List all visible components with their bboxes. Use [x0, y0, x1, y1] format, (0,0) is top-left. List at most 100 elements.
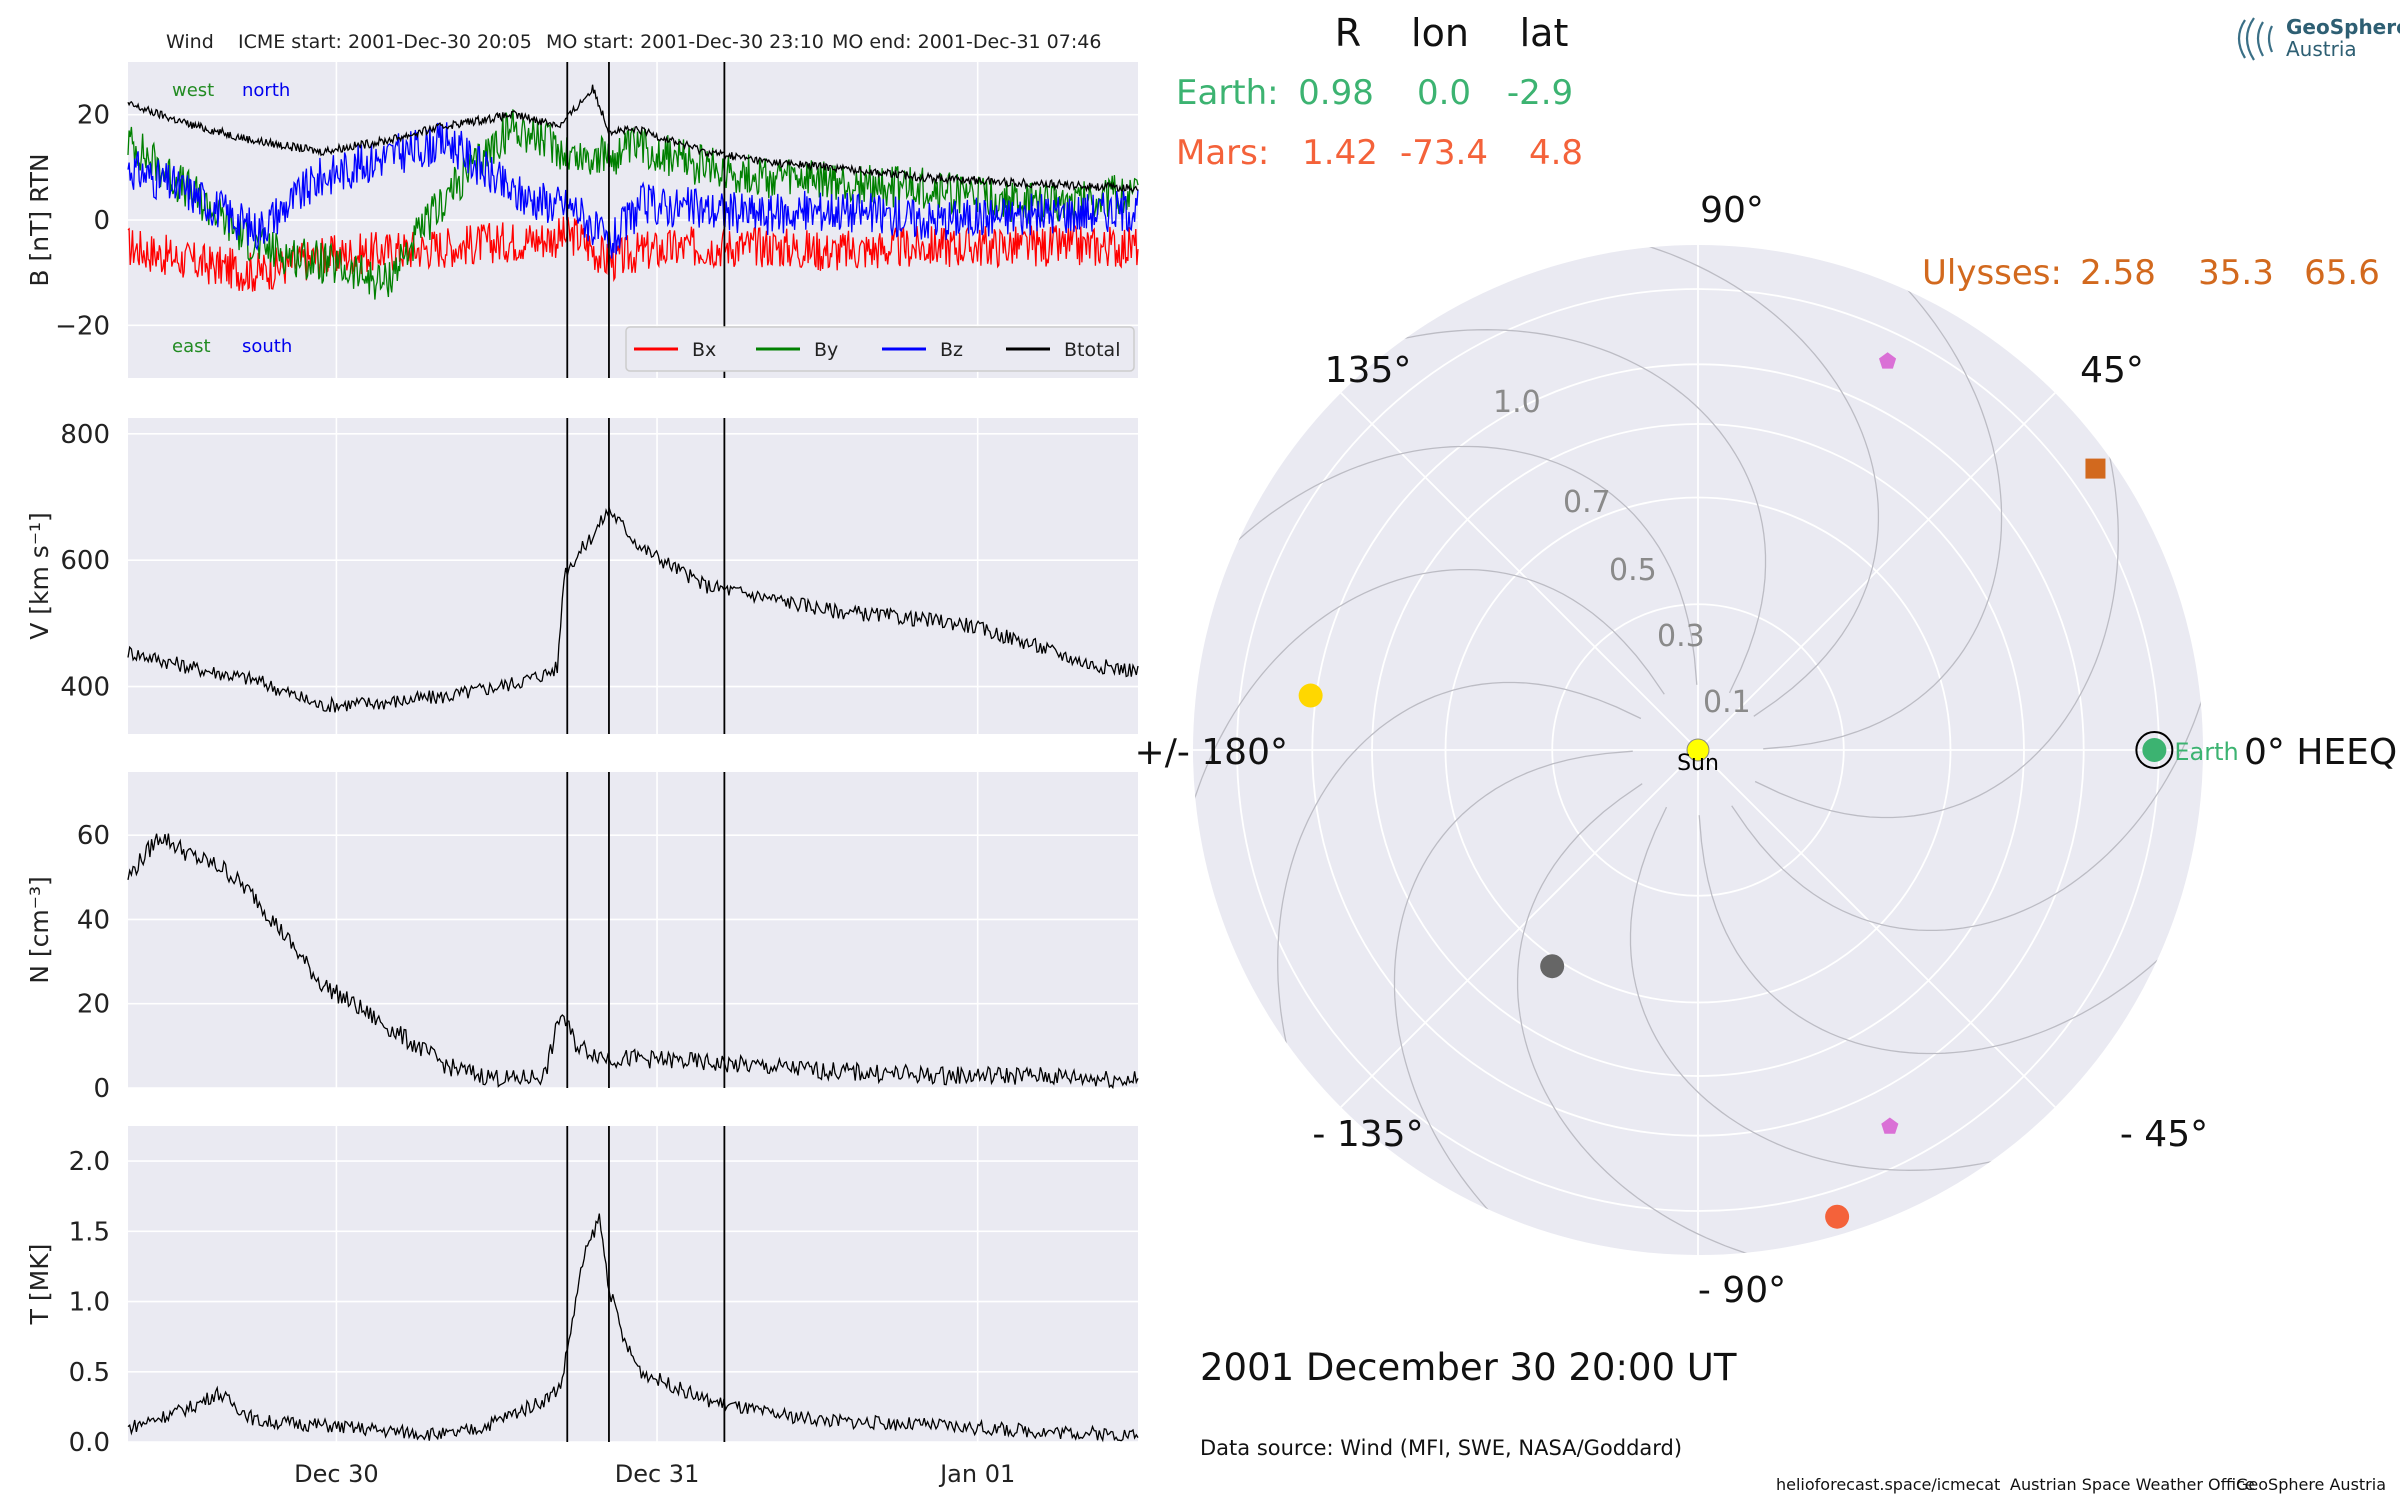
angle-label: - 45° [2120, 1114, 2208, 1155]
data-source: Data source: Wind (MFI, SWE, NASA/Goddar… [1200, 1436, 1682, 1460]
radial-label: 0.1 [1703, 685, 1751, 720]
parker-spiral-line [1193, 568, 1665, 1028]
row-ulysses-r: 2.58 [2080, 253, 2156, 293]
parker-spiral-line [1731, 472, 2203, 932]
y-tick-label: 20 [77, 101, 110, 131]
x-tick-label: Dec 30 [294, 1460, 379, 1488]
row-earth-name: Earth: [1176, 73, 1279, 113]
x-tick-label: Dec 31 [615, 1460, 700, 1488]
radial-label: 0.3 [1657, 619, 1705, 654]
earth-outline [2135, 731, 2174, 769]
series-line [127, 506, 1139, 713]
legend-frame [625, 326, 1135, 372]
y-tick-label: 800 [60, 420, 110, 450]
y-tick-label: 20 [77, 990, 110, 1020]
row-mars-r: 1.42 [1302, 133, 1378, 173]
y-tick-label: 60 [77, 821, 110, 851]
y-axis-label: T [MK] [25, 1244, 54, 1326]
row-earth-lat: -2.9 [1507, 73, 1573, 113]
insitu-panel-4: 0.0 0.5 1.0 1.5 2.0 T [MK] Dec 30 Dec 31 Jan 01 [25, 1126, 1139, 1488]
angle-label: 90° [1700, 190, 1764, 231]
insitu-panel-3: 0 20 40 60 N [cm⁻³] [25, 772, 1139, 1104]
x-tick-label: Jan 01 [938, 1460, 1015, 1488]
geosphere-logo: GeoSphere Austria [2237, 15, 2400, 61]
row-ulysses-lon: 35.3 [2198, 253, 2274, 293]
angle-label: 0° HEEQ [2244, 732, 2397, 773]
column-header-r: R [1335, 11, 1361, 55]
y-axis-label: B [nT] RTN [25, 153, 54, 286]
object-sun-marker [1686, 738, 1710, 762]
parker-spiral-line [1420, 245, 1880, 717]
object-gray-marker [1540, 954, 1565, 979]
y-tick-label: −20 [55, 311, 110, 341]
y-tick-label: 1.5 [69, 1217, 110, 1247]
row-mars-lat: 4.8 [1529, 133, 1583, 173]
logo-mark-icon [2237, 17, 2274, 61]
y-tick-label: 40 [77, 905, 110, 935]
y-tick-label: 600 [60, 546, 110, 576]
parker-spiral-line [1698, 768, 2203, 1055]
parker-spiral-line [1193, 445, 1698, 732]
row-mars-name: Mars: [1176, 133, 1269, 173]
series-line [127, 833, 1139, 1090]
earth-label: Earth [2174, 738, 2238, 766]
radial-label: 0.7 [1563, 485, 1611, 520]
angle-label: +/- 180° [1135, 732, 1288, 773]
angle-label: - 90° [1698, 1270, 1786, 1311]
annotation-south: south [242, 336, 292, 357]
column-header-lon: lon [1411, 11, 1469, 55]
header-spacecraft: Wind [166, 31, 214, 53]
series-line [127, 1213, 1139, 1443]
y-tick-label: 1.0 [69, 1288, 110, 1318]
angular-grid-line [1340, 392, 1699, 751]
annotation-east: east [172, 336, 211, 357]
radial-label: 1.0 [1493, 385, 1541, 420]
y-axis-label: N [cm⁻³] [25, 876, 54, 983]
polar-plot: 0.1 0.30.5 0.7 1.0 90° 45° 0° HEEQ - 45° - 90° - … [1135, 190, 2398, 1311]
parker-spiral-line [1516, 783, 1976, 1255]
parker-spiral-line [1716, 245, 2003, 750]
y-tick-label: 0 [93, 1074, 110, 1104]
logo-line1: GeoSphere [2286, 15, 2400, 39]
parker-spiral-line [1393, 750, 1680, 1255]
object-yellow-marker [1298, 683, 1323, 708]
angle-label: - 135° [1312, 1114, 1423, 1155]
object-ulysses-marker [2085, 458, 2106, 479]
insitu-panels: −20 0 20 B [nT] RTN west north east south Bx By Bz… [25, 62, 1139, 1488]
footer-site: helioforecast.space/icmecat [1776, 1475, 2000, 1494]
sun-label: Sun [1677, 751, 1719, 776]
date-label: 2001 December 30 20:00 UT [1200, 1346, 1737, 1389]
row-earth-lon: 0.0 [1417, 73, 1471, 113]
object-violet-south-marker [1881, 1117, 1899, 1134]
column-header-lat: lat [1520, 11, 1569, 55]
panel-background [128, 1126, 1138, 1442]
footer-org: GeoSphere Austria [2236, 1475, 2386, 1494]
radial-label: 0.5 [1609, 553, 1657, 588]
position-table: R lon lat Earth: 0.98 0.0 -2.9 Mars: 1.4… [1176, 11, 2380, 293]
header-icme-start: ICME start: 2001-Dec-30 20:05 [238, 31, 532, 53]
footer-office: Austrian Space Weather Office [2010, 1475, 2255, 1494]
header-mo-end: MO end: 2001-Dec-31 07:46 [832, 31, 1101, 53]
series-bz-line [127, 122, 1139, 259]
insitu-panel-1: −20 0 20 B [nT] RTN west north east south Bx By Bz… [25, 62, 1139, 378]
legend-label-btotal: Btotal [1064, 339, 1120, 361]
angular-grid-line [1697, 749, 2056, 1108]
legend-label-bx: Bx [692, 339, 716, 361]
row-earth-r: 0.98 [1298, 73, 1374, 113]
y-tick-label: 0 [93, 206, 110, 236]
legend-label-bz: Bz [940, 339, 963, 361]
series-btotal-line [127, 84, 1139, 194]
series-by-line [127, 109, 1139, 300]
parker-spirals [1193, 245, 2203, 1255]
object-earth-marker [2142, 738, 2167, 762]
panel-background [128, 418, 1138, 734]
panel-background [128, 772, 1138, 1088]
row-mars-lon: -73.4 [1400, 133, 1488, 173]
y-tick-label: 0.0 [69, 1428, 110, 1458]
legend: Bx By Bz Btotal [625, 326, 1135, 372]
object-mars-marker [1825, 1204, 1850, 1229]
row-ulysses-name: Ulysses: [1922, 253, 2062, 293]
header-mo-start: MO start: 2001-Dec-30 23:10 [546, 31, 824, 53]
object-violet-north-marker [1879, 352, 1897, 369]
footer: helioforecast.space/icmecat Austrian Spa… [1776, 1475, 2386, 1494]
